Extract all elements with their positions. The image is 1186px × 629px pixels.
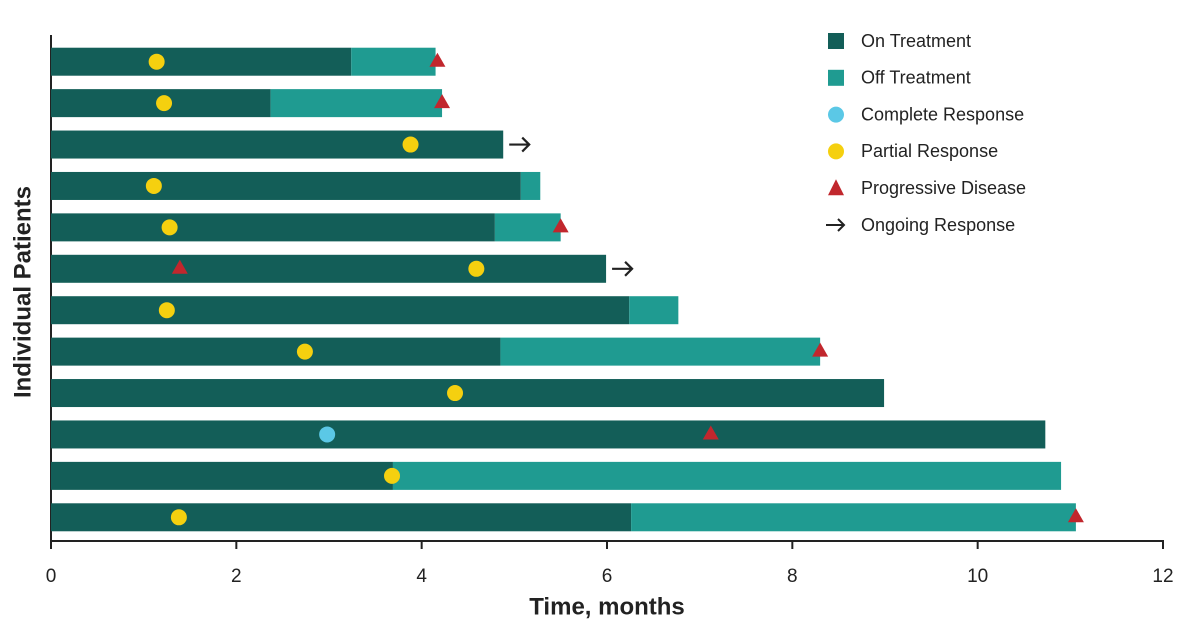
legend-swatch — [828, 179, 844, 196]
bar-segment — [51, 420, 1046, 449]
progression-marker — [702, 425, 719, 440]
bar-segment — [500, 337, 821, 366]
progression-marker — [1067, 508, 1084, 523]
legend-swatch — [828, 33, 844, 49]
progression-marker — [434, 94, 451, 109]
progression-marker — [812, 342, 829, 357]
bar-segment — [51, 130, 504, 159]
progression-marker — [171, 259, 188, 274]
bar-segment — [51, 503, 632, 532]
legend-label: Progressive Disease — [861, 178, 1026, 198]
ongoing-arrow — [612, 261, 634, 277]
legend-label: Partial Response — [861, 141, 998, 161]
legend-label: Ongoing Response — [861, 215, 1015, 235]
bar-segment — [51, 254, 607, 283]
legend-swatch — [828, 106, 844, 123]
bar-segment — [51, 171, 521, 200]
response-marker — [447, 385, 464, 402]
x-tick-label: 4 — [416, 566, 427, 587]
bar-segment — [51, 337, 501, 366]
bar-segment — [51, 213, 495, 242]
legend-swatch — [828, 69, 844, 86]
bar-segment — [520, 171, 541, 200]
progression-marker — [429, 52, 446, 67]
x-axis-title: Time, months — [529, 593, 685, 620]
bar-segment — [351, 47, 436, 76]
bar-segment — [51, 296, 630, 325]
bar-segment — [392, 461, 1062, 490]
bar-segment — [629, 296, 679, 325]
response-marker — [384, 467, 401, 484]
response-marker — [145, 177, 162, 194]
response-marker — [170, 509, 187, 526]
bar-segment — [51, 47, 352, 76]
x-tick-label: 0 — [46, 566, 57, 587]
x-tick-label: 6 — [602, 566, 613, 587]
x-tick-label: 8 — [787, 566, 798, 587]
response-marker — [296, 343, 313, 360]
legend-label: Off Treatment — [861, 68, 971, 88]
bar-segment — [51, 461, 393, 490]
response-marker — [148, 53, 165, 70]
bar-segment — [631, 503, 1076, 532]
response-marker — [156, 95, 173, 112]
legend-swatch — [826, 218, 846, 232]
response-marker — [468, 260, 485, 277]
response-marker — [158, 302, 175, 319]
progression-marker — [552, 218, 569, 233]
bar-segment — [494, 213, 561, 242]
response-marker — [161, 219, 178, 236]
response-marker — [319, 426, 336, 443]
legend-label: Complete Response — [861, 104, 1024, 124]
x-tick-label: 10 — [967, 566, 988, 587]
legend-swatch — [828, 143, 844, 160]
ongoing-arrow — [509, 136, 531, 153]
x-tick-label: 2 — [231, 566, 242, 587]
legend-label: On Treatment — [861, 31, 971, 51]
bar-segment — [51, 379, 885, 408]
x-tick-label: 12 — [1152, 566, 1173, 587]
y-axis-title: Individual Patients — [9, 186, 36, 398]
response-marker — [402, 136, 419, 153]
bar-segment — [270, 89, 443, 118]
